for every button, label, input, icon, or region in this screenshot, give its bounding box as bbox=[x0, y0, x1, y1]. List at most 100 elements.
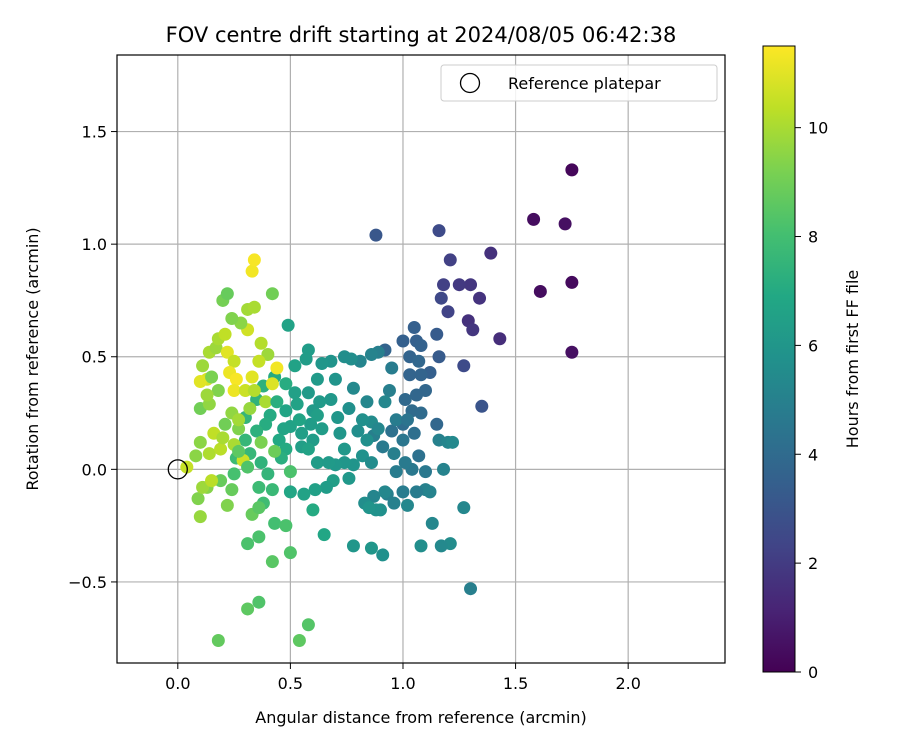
scatter-points bbox=[180, 163, 579, 647]
colorbar-tick-label: 4 bbox=[808, 445, 818, 464]
data-point bbox=[396, 433, 410, 447]
data-point bbox=[189, 449, 203, 463]
colorbar bbox=[762, 45, 796, 673]
data-point bbox=[432, 224, 446, 238]
data-point bbox=[376, 548, 390, 562]
data-point bbox=[484, 246, 498, 260]
data-point bbox=[245, 370, 259, 384]
data-point bbox=[387, 447, 401, 461]
data-point bbox=[310, 456, 324, 470]
data-point bbox=[254, 435, 268, 449]
colorbar-ticks: 0 2 4 6 8 10 bbox=[795, 119, 828, 682]
y-tick-label: 1.5 bbox=[82, 123, 107, 142]
data-point bbox=[191, 492, 205, 506]
data-point bbox=[342, 471, 356, 485]
data-point bbox=[247, 300, 261, 314]
data-point bbox=[301, 442, 315, 456]
x-tick-label: 1.0 bbox=[390, 674, 415, 693]
data-point bbox=[385, 361, 399, 375]
data-point bbox=[252, 530, 266, 544]
data-point bbox=[414, 338, 428, 352]
data-point bbox=[412, 354, 426, 368]
data-point bbox=[319, 480, 333, 494]
data-point bbox=[425, 516, 439, 530]
data-point bbox=[419, 465, 433, 479]
data-point bbox=[241, 460, 255, 474]
data-point bbox=[434, 291, 448, 305]
plot-frame bbox=[116, 54, 726, 664]
data-point bbox=[196, 480, 210, 494]
data-point bbox=[362, 501, 376, 515]
data-point bbox=[218, 327, 232, 341]
data-point bbox=[259, 417, 273, 431]
data-point bbox=[364, 347, 378, 361]
data-point bbox=[385, 424, 399, 438]
data-point bbox=[317, 528, 331, 542]
data-point bbox=[279, 377, 293, 391]
colorbar-tick-label: 8 bbox=[808, 228, 818, 247]
data-point bbox=[351, 424, 365, 438]
legend-entry-reference: Reference platepar bbox=[508, 74, 661, 93]
data-point bbox=[232, 444, 246, 458]
data-point bbox=[409, 485, 423, 499]
data-point bbox=[337, 442, 351, 456]
data-point bbox=[364, 456, 378, 470]
legend-reference-marker bbox=[459, 72, 481, 94]
data-point bbox=[310, 372, 324, 386]
data-point bbox=[389, 465, 403, 479]
data-point bbox=[261, 347, 275, 361]
data-point bbox=[414, 406, 428, 420]
data-point bbox=[225, 483, 239, 497]
data-point bbox=[409, 388, 423, 402]
data-point bbox=[288, 386, 302, 400]
reference-marker-layer bbox=[167, 459, 188, 480]
legend: Reference platepar bbox=[440, 64, 718, 102]
data-point bbox=[382, 384, 396, 398]
data-point bbox=[270, 361, 284, 375]
data-point bbox=[398, 456, 412, 470]
data-point bbox=[205, 474, 219, 488]
data-point bbox=[265, 377, 279, 391]
data-point bbox=[283, 465, 297, 479]
legend-box bbox=[440, 64, 718, 102]
data-point bbox=[344, 352, 358, 366]
x-axis-label: Angular distance from reference (arcmin) bbox=[255, 708, 586, 727]
data-point bbox=[407, 426, 421, 440]
y-tick-label: −0.5 bbox=[68, 573, 107, 592]
data-point bbox=[527, 212, 541, 226]
data-point bbox=[292, 633, 306, 647]
x-tick-label: 0.5 bbox=[278, 674, 303, 693]
data-point bbox=[272, 433, 286, 447]
data-point bbox=[414, 539, 428, 553]
reference-platepar-marker bbox=[167, 459, 188, 480]
data-point bbox=[346, 539, 360, 553]
data-point bbox=[533, 284, 547, 298]
data-point bbox=[328, 372, 342, 386]
data-point bbox=[306, 503, 320, 517]
data-point bbox=[396, 334, 410, 348]
data-point bbox=[558, 217, 572, 231]
data-point bbox=[214, 474, 228, 488]
data-point bbox=[464, 582, 478, 596]
data-point bbox=[279, 404, 293, 418]
data-point bbox=[241, 602, 255, 616]
data-point bbox=[301, 386, 315, 400]
data-point bbox=[238, 433, 252, 447]
data-point bbox=[227, 354, 241, 368]
data-point bbox=[216, 431, 230, 445]
data-point bbox=[367, 489, 381, 503]
x-tick-label: 2.0 bbox=[615, 674, 640, 693]
data-point bbox=[290, 397, 304, 411]
colorbar-tick-label: 10 bbox=[808, 119, 828, 138]
data-point bbox=[342, 402, 356, 416]
data-point bbox=[457, 501, 471, 515]
data-point bbox=[315, 422, 329, 436]
data-point bbox=[310, 408, 324, 422]
data-point bbox=[475, 399, 489, 413]
data-point bbox=[254, 336, 268, 350]
data-point bbox=[371, 422, 385, 436]
data-point bbox=[252, 501, 266, 515]
data-point bbox=[400, 413, 414, 427]
data-point bbox=[346, 381, 360, 395]
data-point bbox=[308, 483, 322, 497]
